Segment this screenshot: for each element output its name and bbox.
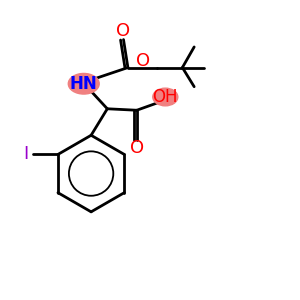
Ellipse shape [153, 88, 178, 106]
Text: OH: OH [153, 88, 178, 106]
Text: O: O [130, 139, 144, 157]
Text: O: O [136, 52, 150, 70]
Text: I: I [23, 146, 28, 164]
Text: O: O [116, 22, 130, 40]
Text: HN: HN [70, 75, 98, 93]
Ellipse shape [68, 74, 99, 94]
